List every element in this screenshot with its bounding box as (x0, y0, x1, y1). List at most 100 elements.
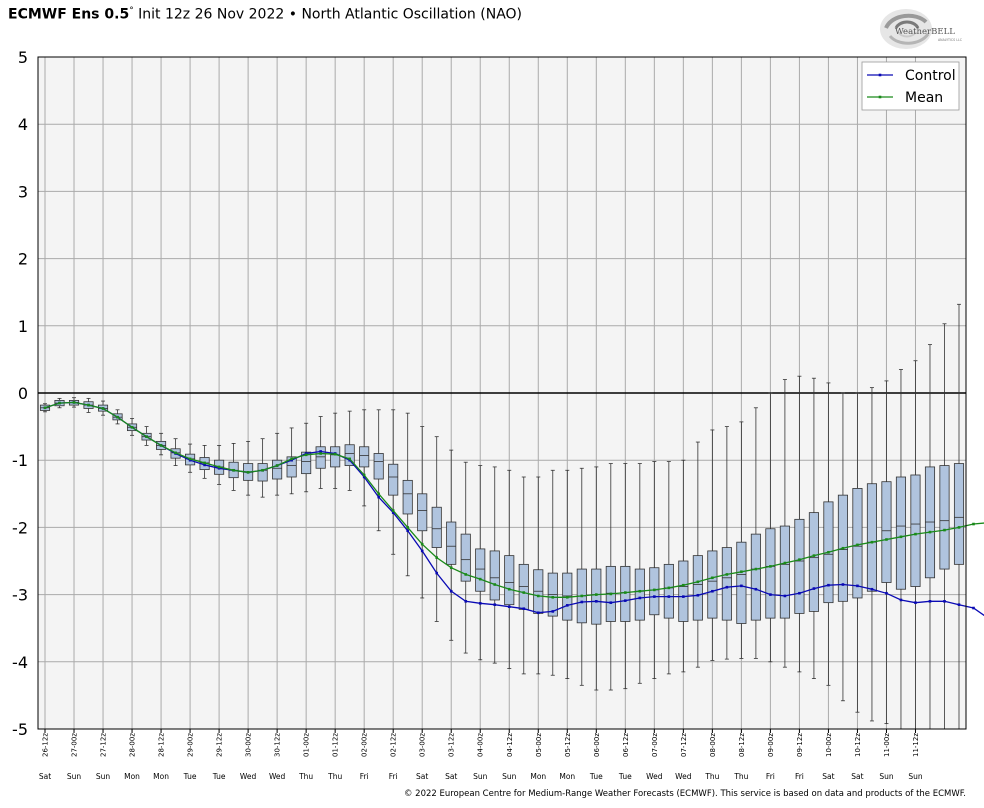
x-tick-label: 05-00z (535, 733, 543, 757)
control-point (580, 600, 584, 604)
box-plot (634, 463, 645, 684)
y-tick-label: 0 (18, 384, 28, 403)
x-tick-label: 02-00z (361, 733, 369, 757)
box-plot (272, 432, 283, 496)
mean-point (740, 570, 743, 574)
mean-point (507, 587, 511, 591)
box (344, 444, 355, 466)
mean-point (798, 558, 801, 561)
x-tick-label: 06-12z (622, 733, 630, 757)
box (446, 521, 457, 565)
mean-point (856, 543, 859, 547)
box-plot (678, 459, 689, 673)
box (504, 555, 515, 606)
control-line (44, 401, 984, 617)
control-point (464, 600, 468, 603)
box-plot (402, 412, 413, 577)
mean-point (565, 595, 569, 599)
mean-point (682, 583, 685, 587)
mean-point (145, 435, 148, 438)
legend-label-control: Control (905, 68, 956, 84)
control-point (928, 600, 932, 603)
x-day-label: Sat (416, 772, 428, 781)
x-tick-label: 11-12z (912, 733, 920, 757)
y-tick-label: -5 (12, 720, 28, 739)
axes: 5 4 3 2 1 0 -1 -2 -3 -4 -5 26-12z Sat 27-00z Sun 27-12z… (12, 48, 967, 781)
control-point (870, 587, 874, 591)
x-tick-label: 08-12z (738, 733, 746, 757)
x-day-label: Fri (360, 772, 369, 781)
control-point (507, 605, 511, 608)
mean-point (464, 573, 468, 576)
x-day-label: Fri (766, 772, 775, 781)
control-point (188, 458, 192, 462)
mean-point (841, 546, 845, 550)
control-point (565, 604, 569, 607)
box (866, 483, 877, 592)
x-tick-label: 08-00z (709, 733, 717, 757)
box-plot (591, 466, 602, 691)
x-tick-label: 30-00z (245, 733, 253, 757)
x-day-label: Tue (589, 772, 603, 781)
control-point (391, 511, 395, 514)
box (475, 548, 486, 592)
box (881, 481, 892, 583)
control-point (435, 571, 439, 575)
mean-point (246, 470, 250, 474)
x-tick-label: 27-00z (71, 733, 79, 757)
y-tick-label: -1 (12, 451, 28, 470)
legend-marker-control (878, 73, 882, 77)
mean-point (58, 401, 61, 405)
control-point (478, 602, 482, 605)
box (272, 459, 283, 480)
mean-point (914, 532, 917, 536)
mean-point (116, 415, 119, 419)
mean-point (203, 461, 206, 465)
box-plot (431, 436, 442, 622)
box (620, 565, 631, 622)
x-tick-label: 07-12z (680, 733, 688, 757)
x-day-label: Sun (879, 772, 894, 781)
box-plot (881, 380, 892, 725)
box (852, 488, 863, 599)
x-day-label: Sat (822, 772, 834, 781)
control-point (304, 452, 308, 455)
x-tick-label: 05-12z (564, 733, 572, 757)
box (359, 446, 370, 468)
x-day-label: Tue (618, 772, 632, 781)
box (707, 550, 718, 619)
x-tick-label: 03-00z (419, 733, 427, 757)
mean-point (769, 565, 772, 568)
mean-point (478, 577, 482, 581)
box (634, 568, 645, 621)
box (460, 533, 471, 582)
box (939, 465, 950, 570)
control-point (290, 458, 293, 462)
mean-point (899, 535, 903, 539)
model-name: ECMWF Ens 0.5 (8, 6, 130, 23)
control-point (899, 598, 903, 602)
box (373, 453, 384, 480)
x-day-label: Sun (473, 772, 488, 781)
control-point (667, 595, 671, 598)
mean-line (44, 401, 984, 598)
box-plot (301, 422, 312, 493)
box-plot (953, 303, 965, 730)
init-time: Init 12z 26 Nov 2022 (138, 6, 285, 23)
mean-point (449, 566, 453, 570)
y-tick-label: -2 (12, 518, 28, 537)
control-point (406, 529, 409, 533)
x-day-label: Wed (675, 772, 692, 781)
mean-point (72, 401, 76, 404)
control-point (754, 587, 758, 591)
mean-point (420, 542, 424, 546)
mean-point (87, 403, 90, 407)
series-lines (43, 401, 984, 617)
control-point (972, 606, 975, 610)
box (721, 547, 732, 621)
box-plot (504, 469, 515, 669)
x-tick-label: 29-12z (216, 733, 224, 757)
mean-point (653, 588, 656, 592)
x-tick-label: 09-12z (796, 733, 804, 757)
box-plot (924, 344, 936, 730)
